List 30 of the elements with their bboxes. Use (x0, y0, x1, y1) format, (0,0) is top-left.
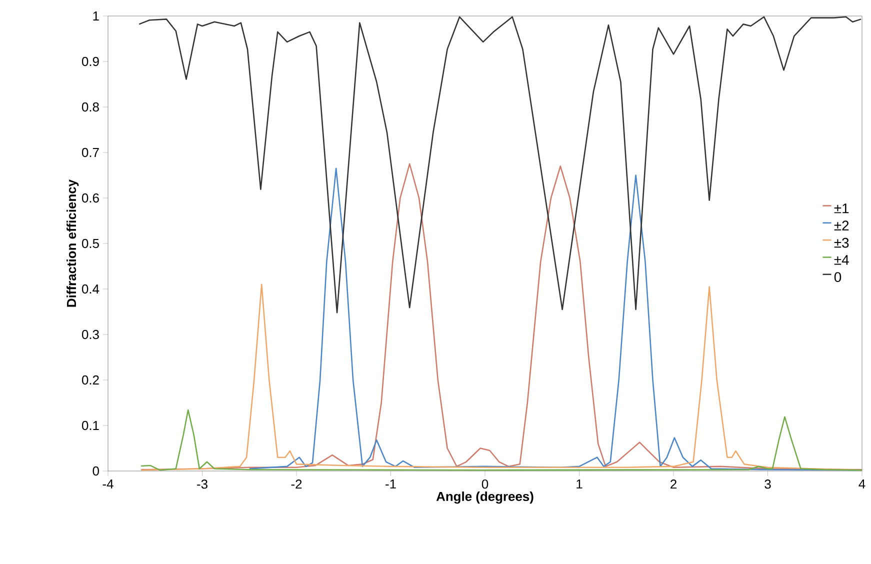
y-tick-label: 0.6 (82, 193, 99, 203)
x-axis-title: Angle (degrees) (436, 492, 534, 504)
x-tick-label: 3 (764, 480, 771, 489)
y-tick-label: 0.9 (82, 56, 99, 66)
line-series (138, 16, 862, 314)
y-tick-label: 1 (93, 12, 99, 20)
y-axis-title: Diffraction efficiency (66, 180, 79, 307)
x-tick-label: -1 (386, 480, 396, 488)
legend-label: ±1 (834, 204, 849, 214)
y-tick-label: 0.3 (82, 330, 99, 340)
x-tick-label: -2 (291, 480, 302, 489)
x-tick-label: 0 (482, 480, 488, 489)
y-tick-label: 0.2 (82, 375, 99, 385)
y-tick-label: 0.7 (82, 148, 99, 158)
x-tick-label: -3 (197, 480, 208, 489)
y-tick-label: 0.4 (82, 284, 100, 294)
legend-label: 0 (834, 272, 842, 282)
legend-label: ±3 (834, 238, 849, 248)
y-tick-label: 0.1 (82, 420, 99, 430)
x-tick-label: 1 (576, 480, 582, 488)
y-tick-label: 0.5 (82, 238, 99, 248)
y-tick-label: 0 (92, 466, 99, 476)
legend-label: ±2 (834, 220, 849, 230)
legend-label: ±4 (834, 255, 849, 265)
x-tick-label: 4 (858, 480, 866, 488)
line-series (140, 163, 862, 470)
y-tick-label: 0.8 (82, 102, 99, 112)
x-tick-label: 2 (670, 480, 676, 489)
line-series (140, 409, 862, 471)
x-tick-label: -4 (102, 480, 114, 488)
